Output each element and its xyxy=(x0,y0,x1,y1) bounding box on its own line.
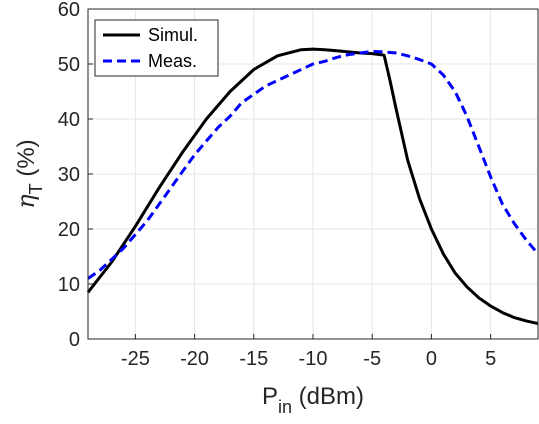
series-line-simul xyxy=(86,47,539,326)
y-tick-label: 20 xyxy=(58,219,80,241)
legend: Simul. Meas. xyxy=(94,19,219,77)
x-axis-label: Pin (dBm) xyxy=(262,383,364,417)
x-tick-label: 5 xyxy=(485,348,496,370)
x-ticks: -25 -20 -15 -10 -5 0 5 xyxy=(121,334,496,370)
x-tick-label: -5 xyxy=(363,348,381,370)
x-tick-label: -20 xyxy=(180,348,209,370)
x-axis-label-rest: (dBm) xyxy=(292,383,364,410)
x-axis-label-sub: in xyxy=(278,397,292,417)
y-tick-label: 10 xyxy=(58,274,80,296)
x-tick-label: -25 xyxy=(121,348,150,370)
y-tick-label: 60 xyxy=(58,0,80,21)
y-axis-label-sub: T xyxy=(26,183,46,194)
y-ticks: 0 10 20 30 40 50 60 xyxy=(58,0,93,351)
y-tick-label: 30 xyxy=(58,164,80,186)
y-tick-label: 40 xyxy=(58,109,80,131)
y-axis-label: ηT (%) xyxy=(12,139,46,208)
y-tick-label: 0 xyxy=(69,329,80,351)
x-axis-label-main: P xyxy=(262,383,278,410)
x-tick-label: -15 xyxy=(239,348,268,370)
series-lines xyxy=(86,47,539,326)
legend-label-simul: Simul. xyxy=(148,25,198,45)
y-tick-label: 50 xyxy=(58,54,80,76)
legend-label-meas: Meas. xyxy=(148,51,197,71)
x-tick-label: 0 xyxy=(426,348,437,370)
y-axis-label-rest: (%) xyxy=(13,139,40,183)
series-line-meas xyxy=(87,49,539,280)
legend-box xyxy=(94,19,219,77)
y-axis-label-main: η xyxy=(12,194,40,209)
x-tick-label: -10 xyxy=(299,348,328,370)
